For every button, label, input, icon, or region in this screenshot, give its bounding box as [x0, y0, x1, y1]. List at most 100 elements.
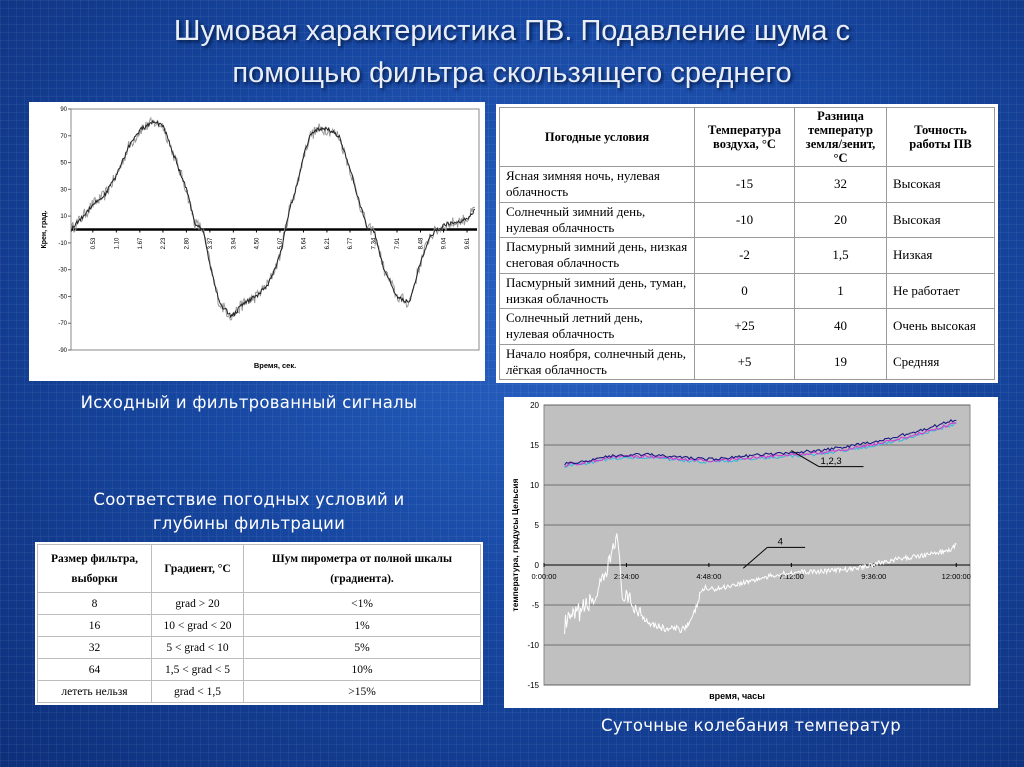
weather-table-header: Погодные условия Температура воздуха, °С…: [499, 107, 995, 167]
filter-cell-size: лететь нельзя: [37, 680, 152, 703]
signal-x-tick-label: 1.10: [114, 237, 120, 249]
temperature-x-tick-label: 4:48:00: [696, 572, 721, 581]
signal-x-tick-label: 9.04: [442, 237, 448, 249]
signal-x-tick-label: 8.48: [418, 237, 424, 249]
signal-x-tick-label: 5.64: [301, 237, 307, 249]
temperature-x-tick-label: 7:12:00: [779, 572, 804, 581]
signal-chart: 90 70 50 30 10 -10 -30 -50 -70 -90 0.53 1.10 1.67 2.2…: [41, 107, 480, 370]
annotation-123-label: 1,2,3: [821, 456, 842, 467]
temperature-series-1-line: [564, 422, 957, 469]
filter-cell-size: 32: [37, 636, 152, 659]
weather-table-row: Солнечный зимний день, нулевая облачност…: [499, 201, 995, 238]
weather-cell-conditions: Солнечный летний день, нулевая облачност…: [499, 308, 695, 345]
filter-cell-gradient: 1,5 < grad < 5: [151, 658, 244, 681]
weather-cell-accuracy: Высокая: [886, 201, 995, 238]
weather-cell-air-temp: +5: [694, 343, 795, 380]
annotation-4-label: 4: [778, 537, 783, 548]
weather-cell-air-temp: -2: [694, 237, 795, 274]
temperature-y-tick-label: 5: [535, 521, 540, 530]
temperature-x-tick-label: 9:36:00: [861, 572, 886, 581]
filter-match-caption-line2: глубины фильтрации: [152, 514, 346, 533]
weather-cell-conditions: Пасмурный зимний день, низкая снеговая о…: [499, 237, 695, 274]
signal-x-tick-label: 9.61: [465, 237, 471, 249]
filter-cell-gradient: grad < 1,5: [151, 680, 244, 703]
weather-cell-accuracy: Средняя: [886, 343, 995, 380]
signal-y-tick-label: 90: [60, 107, 67, 113]
signal-x-tick-label: 4.50: [254, 237, 260, 249]
filter-match-caption-line1: Соответствие погодных условий и: [93, 490, 405, 509]
signal-x-tick-label: 5.07: [278, 237, 284, 249]
filter-header-noise: Шум пирометра от полной шкалы (градиента…: [243, 544, 481, 593]
temperature-chart: 20 15 10 5 0 -5 -10 -15 0:00:00 2:24:00 4:48:00 7:1…: [510, 401, 971, 701]
temperature-y-tick-label: -10: [527, 641, 539, 650]
filter-cell-noise: <1%: [243, 592, 481, 615]
filter-header-size: Размер фильтра, выборки: [37, 544, 152, 593]
temperature-y-tick-label: 20: [530, 401, 539, 410]
temperature-x-axis-label: время, часы: [709, 691, 765, 701]
filter-table-row: 64 1,5 < grad < 5 10%: [37, 658, 481, 681]
temperature-y-tick-label: -5: [532, 601, 540, 610]
weather-cell-conditions: Пасмурный зимний день, туман, низкая обл…: [499, 272, 695, 309]
temperature-chart-panel: 20 15 10 5 0 -5 -10 -15 0:00:00 2:24:00 4:48:00 7:1…: [504, 397, 998, 708]
filter-table-row: 16 10 < grad < 20 1%: [37, 614, 481, 637]
weather-header-accuracy: Точность работы ПВ: [886, 107, 995, 167]
filter-header-gradient: Градиент, °С: [151, 544, 244, 593]
signal-y-tick-label: 70: [60, 134, 67, 140]
weather-table-row: Начало ноября, солнечный день, лёгкая об…: [499, 343, 995, 380]
filter-table: Размер фильтра, выборки Градиент, °С Шум…: [37, 544, 481, 703]
signal-x-tick-label: 6.77: [348, 237, 354, 249]
weather-cell-accuracy: Не работает: [886, 272, 995, 309]
weather-table-row: Пасмурный зимний день, низкая снеговая о…: [499, 237, 995, 274]
temperature-x-tick-label: 12:00:00: [942, 572, 971, 581]
daily-caption: Суточные колебания температур: [601, 716, 901, 735]
signal-raw-series-line: [70, 116, 476, 321]
signal-chart-panel: 90 70 50 30 10 -10 -30 -50 -70 -90 0.53 1.10 1.67 2.2…: [29, 102, 485, 381]
filter-cell-noise: 1%: [243, 614, 481, 637]
weather-table-row: Ясная зимняя ночь, нулевая облачность -15…: [499, 166, 995, 203]
weather-table-row: Пасмурный зимний день, туман, низкая обл…: [499, 272, 995, 309]
filter-cell-noise: >15%: [243, 680, 481, 703]
temperature-series-3-line: [564, 419, 957, 466]
weather-cell-air-temp: -15: [694, 166, 795, 203]
weather-header-temp-diff: Разница температур земля/зенит, °С: [794, 107, 887, 167]
signal-y-tick-label: -90: [58, 348, 67, 354]
signal-x-tick-label: 7.91: [395, 237, 401, 249]
temperature-series-4-line: [564, 533, 957, 635]
filter-cell-size: 8: [37, 592, 152, 615]
annotation-123-leader: [791, 450, 820, 468]
signal-x-tick-label: 3.94: [231, 237, 237, 249]
temperature-y-tick-label: 15: [530, 441, 539, 450]
filter-cell-size: 16: [37, 614, 152, 637]
weather-cell-temp-diff: 20: [794, 201, 887, 238]
slide-title-line2: помощью фильтра скользящего среднего: [232, 57, 792, 89]
weather-cell-accuracy: Низкая: [886, 237, 995, 274]
filter-match-caption: Соответствие погодных условий и глубины …: [29, 488, 469, 536]
signal-y-tick-label: -30: [58, 268, 67, 274]
signal-filtered-series-line: [70, 120, 476, 319]
annotation-4-leader: [742, 547, 768, 569]
temperature-x-tick-label: 2:24:00: [614, 572, 639, 581]
filter-table-panel: Размер фильтра, выборки Градиент, °С Шум…: [35, 542, 483, 705]
weather-header-conditions: Погодные условия: [499, 107, 695, 167]
temperature-y-tick-label: 0: [535, 561, 540, 570]
filter-table-row: лететь нельзя grad < 1,5 >15%: [37, 680, 481, 703]
filter-table-header: Размер фильтра, выборки Градиент, °С Шум…: [37, 544, 481, 593]
weather-header-air-temp: Температура воздуха, °С: [694, 107, 795, 167]
signal-x-tick-label: 3.37: [208, 237, 214, 249]
weather-cell-temp-diff: 1: [794, 272, 887, 309]
signals-caption: Исходный и фильтрованный сигналы: [80, 393, 418, 412]
weather-table: Погодные условия Температура воздуха, °С…: [499, 107, 995, 380]
weather-cell-temp-diff: 40: [794, 308, 887, 345]
weather-cell-conditions: Начало ноября, солнечный день, лёгкая об…: [499, 343, 695, 380]
filter-table-row: 8 grad > 20 <1%: [37, 592, 481, 615]
temperature-y-tick-label: 10: [530, 481, 539, 490]
signal-x-tick-label: 2.23: [161, 237, 167, 249]
signal-x-tick-label: 6.21: [325, 237, 331, 249]
filter-cell-noise: 10%: [243, 658, 481, 681]
filter-cell-gradient: 5 < grad < 10: [151, 636, 244, 659]
signal-x-tick-label: 7.34: [371, 237, 377, 249]
signal-y-tick-label: -10: [58, 241, 67, 247]
signal-y-axis-label: Крен, град.: [41, 210, 48, 248]
signal-y-tick-label: 10: [60, 214, 67, 220]
filter-cell-gradient: grad > 20: [151, 592, 244, 615]
